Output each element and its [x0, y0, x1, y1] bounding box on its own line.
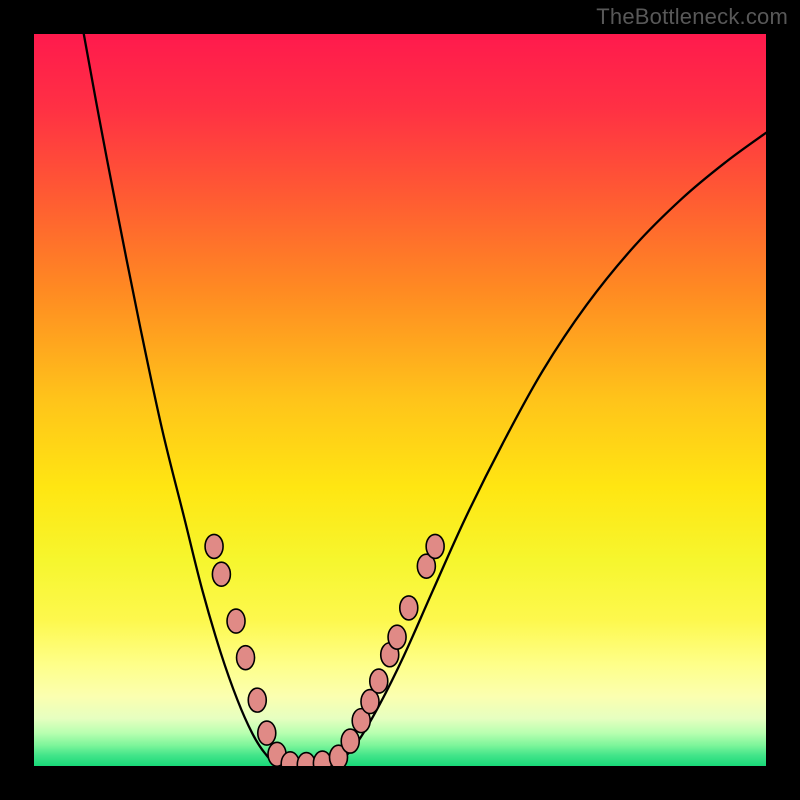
marker-point: [258, 721, 276, 745]
marker-point: [237, 646, 255, 670]
marker-point: [426, 534, 444, 558]
marker-point: [370, 669, 388, 693]
marker-point: [205, 534, 223, 558]
bottleneck-curve: [84, 34, 766, 766]
marker-point: [212, 562, 230, 586]
marker-point: [313, 751, 331, 766]
markers-group: [205, 534, 444, 766]
marker-point: [248, 688, 266, 712]
marker-point: [400, 596, 418, 620]
curve-layer: [34, 34, 766, 766]
marker-point: [227, 609, 245, 633]
marker-point: [297, 753, 315, 766]
watermark-text: TheBottleneck.com: [596, 4, 788, 30]
marker-point: [341, 729, 359, 753]
marker-point: [388, 625, 406, 649]
chart-root: TheBottleneck.com: [0, 0, 800, 800]
plot-area: [34, 34, 766, 766]
